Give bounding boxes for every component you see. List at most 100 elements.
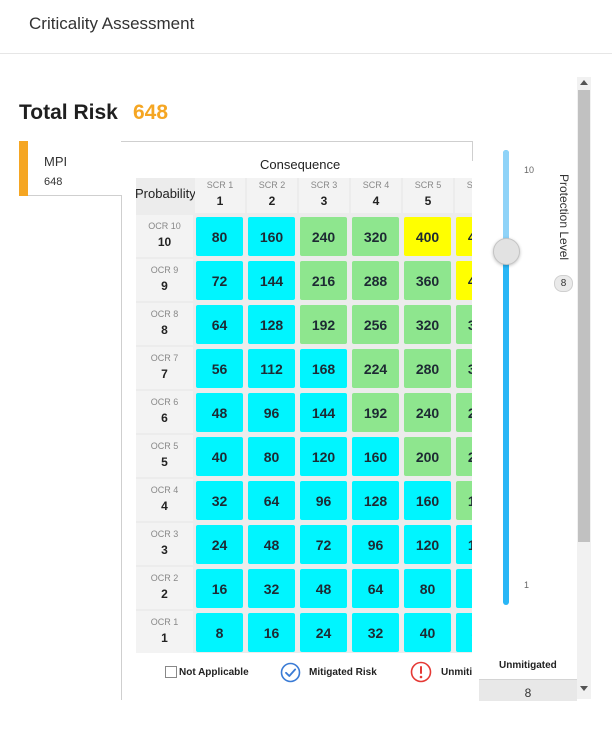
risk-cell[interactable]: 16	[196, 569, 243, 608]
probability-axis-label: Probability	[135, 186, 196, 201]
row-header-code: OCR 9	[150, 265, 179, 275]
row-header-code: OCR 10	[148, 221, 181, 231]
unmitigated-value: 8	[479, 679, 577, 701]
row-header: OCR 2 2	[136, 567, 193, 609]
column-header-number: 2	[268, 194, 276, 208]
row-header-number: 9	[161, 279, 168, 293]
row-header: OCR 5 5	[136, 435, 193, 477]
risk-cell[interactable]: 128	[352, 481, 399, 520]
risk-cell[interactable]: 112	[248, 349, 295, 388]
risk-cell[interactable]: 320	[404, 305, 451, 344]
risk-cell[interactable]: 240	[404, 393, 451, 432]
risk-cell[interactable]: 80	[404, 569, 451, 608]
risk-cell[interactable]: 40	[404, 613, 451, 652]
row-header-number: 3	[161, 543, 168, 557]
risk-cell[interactable]: 96	[300, 481, 347, 520]
risk-cell[interactable]: 288	[352, 261, 399, 300]
row-header-number: 2	[161, 587, 168, 601]
risk-cell[interactable]: 24	[300, 613, 347, 652]
risk-cell[interactable]: 280	[404, 349, 451, 388]
risk-cell[interactable]: 192	[456, 481, 472, 520]
risk-cell[interactable]: 96	[352, 525, 399, 564]
tab-accent-bar	[19, 141, 28, 196]
risk-cell[interactable]: 336	[456, 349, 472, 388]
risk-cell[interactable]: 432	[456, 261, 472, 300]
column-header-number: 5	[424, 194, 432, 208]
row-header-number: 10	[157, 235, 172, 249]
row-header-number: 8	[161, 323, 168, 337]
risk-cell[interactable]: 192	[300, 305, 347, 344]
risk-cell[interactable]: 72	[300, 525, 347, 564]
risk-cell[interactable]: 48	[196, 393, 243, 432]
risk-cell[interactable]: 80	[196, 217, 243, 256]
risk-cell[interactable]: 80	[248, 437, 295, 476]
risk-cell[interactable]: 48	[300, 569, 347, 608]
risk-cell[interactable]: 72	[196, 261, 243, 300]
risk-cell[interactable]: 144	[300, 393, 347, 432]
risk-cell[interactable]: 96	[456, 569, 472, 608]
risk-cell[interactable]: 144	[456, 525, 472, 564]
risk-cell[interactable]: 32	[248, 569, 295, 608]
risk-cell[interactable]: 128	[248, 305, 295, 344]
protection-level-slider-thumb[interactable]	[493, 238, 520, 265]
risk-cell[interactable]: 48	[456, 613, 472, 652]
risk-cell[interactable]: 32	[196, 481, 243, 520]
risk-cell[interactable]: 48	[248, 525, 295, 564]
risk-cell[interactable]: 120	[404, 525, 451, 564]
page-title: Criticality Assessment	[29, 14, 195, 33]
risk-cell[interactable]: 216	[300, 261, 347, 300]
risk-cell[interactable]: 120	[300, 437, 347, 476]
risk-cell[interactable]: 16	[248, 613, 295, 652]
legend-mitigated-label: Mitigated Risk	[309, 666, 377, 678]
unmitigated-label: Unmitigated	[499, 660, 557, 671]
risk-cell[interactable]: 480	[456, 217, 472, 256]
risk-cell[interactable]: 400	[404, 217, 451, 256]
scrollbar-thumb[interactable]	[578, 90, 590, 542]
row-header: OCR 6 6	[136, 391, 193, 433]
risk-cell[interactable]: 256	[352, 305, 399, 344]
slider-max-label: 10	[524, 165, 535, 175]
risk-cell[interactable]: 64	[248, 481, 295, 520]
protection-level-slider-track[interactable]	[503, 150, 509, 605]
risk-cell[interactable]: 160	[352, 437, 399, 476]
header: Criticality Assessment	[0, 0, 612, 54]
risk-cell[interactable]: 144	[248, 261, 295, 300]
risk-cell[interactable]: 40	[196, 437, 243, 476]
risk-cell[interactable]: 384	[456, 305, 472, 344]
row-header-number: 1	[161, 631, 168, 645]
legend-not-applicable[interactable]: Not Applicable	[165, 660, 249, 684]
risk-cell[interactable]: 96	[248, 393, 295, 432]
risk-cell[interactable]: 32	[352, 613, 399, 652]
risk-cell[interactable]: 240	[300, 217, 347, 256]
column-header: SCR 3 3	[299, 178, 349, 213]
risk-cell[interactable]: 160	[248, 217, 295, 256]
risk-cell[interactable]: 192	[352, 393, 399, 432]
risk-cell[interactable]: 240	[456, 437, 472, 476]
risk-cell[interactable]: 24	[196, 525, 243, 564]
risk-cell[interactable]: 360	[404, 261, 451, 300]
risk-cell[interactable]: 56	[196, 349, 243, 388]
risk-cell[interactable]: 288	[456, 393, 472, 432]
protection-level-label: Protection Level	[557, 174, 571, 261]
scroll-up-arrow-icon[interactable]	[580, 80, 588, 85]
risk-cell[interactable]: 320	[352, 217, 399, 256]
risk-cell[interactable]: 168	[300, 349, 347, 388]
row-header: OCR 8 8	[136, 303, 193, 345]
risk-cell[interactable]: 8	[196, 613, 243, 652]
risk-cell[interactable]: 224	[352, 349, 399, 388]
risk-cell[interactable]: 64	[352, 569, 399, 608]
row-header-code: OCR 4	[150, 485, 179, 495]
column-header-code: SCR 2	[258, 180, 286, 190]
row-header: OCR 3 3	[136, 523, 193, 565]
tab-mpi[interactable]: MPI 648	[19, 141, 122, 196]
risk-cell[interactable]: 200	[404, 437, 451, 476]
row-header-code: OCR 1	[150, 617, 179, 627]
scroll-down-arrow-icon[interactable]	[580, 686, 588, 691]
column-header-number: 1	[216, 194, 224, 208]
risk-cell[interactable]: 160	[404, 481, 451, 520]
row-header-number: 4	[161, 499, 168, 513]
column-header-number: 4	[372, 194, 380, 208]
column-header: SCR 1 1	[195, 178, 245, 213]
risk-cell[interactable]: 64	[196, 305, 243, 344]
checkbox-icon[interactable]	[165, 666, 177, 678]
